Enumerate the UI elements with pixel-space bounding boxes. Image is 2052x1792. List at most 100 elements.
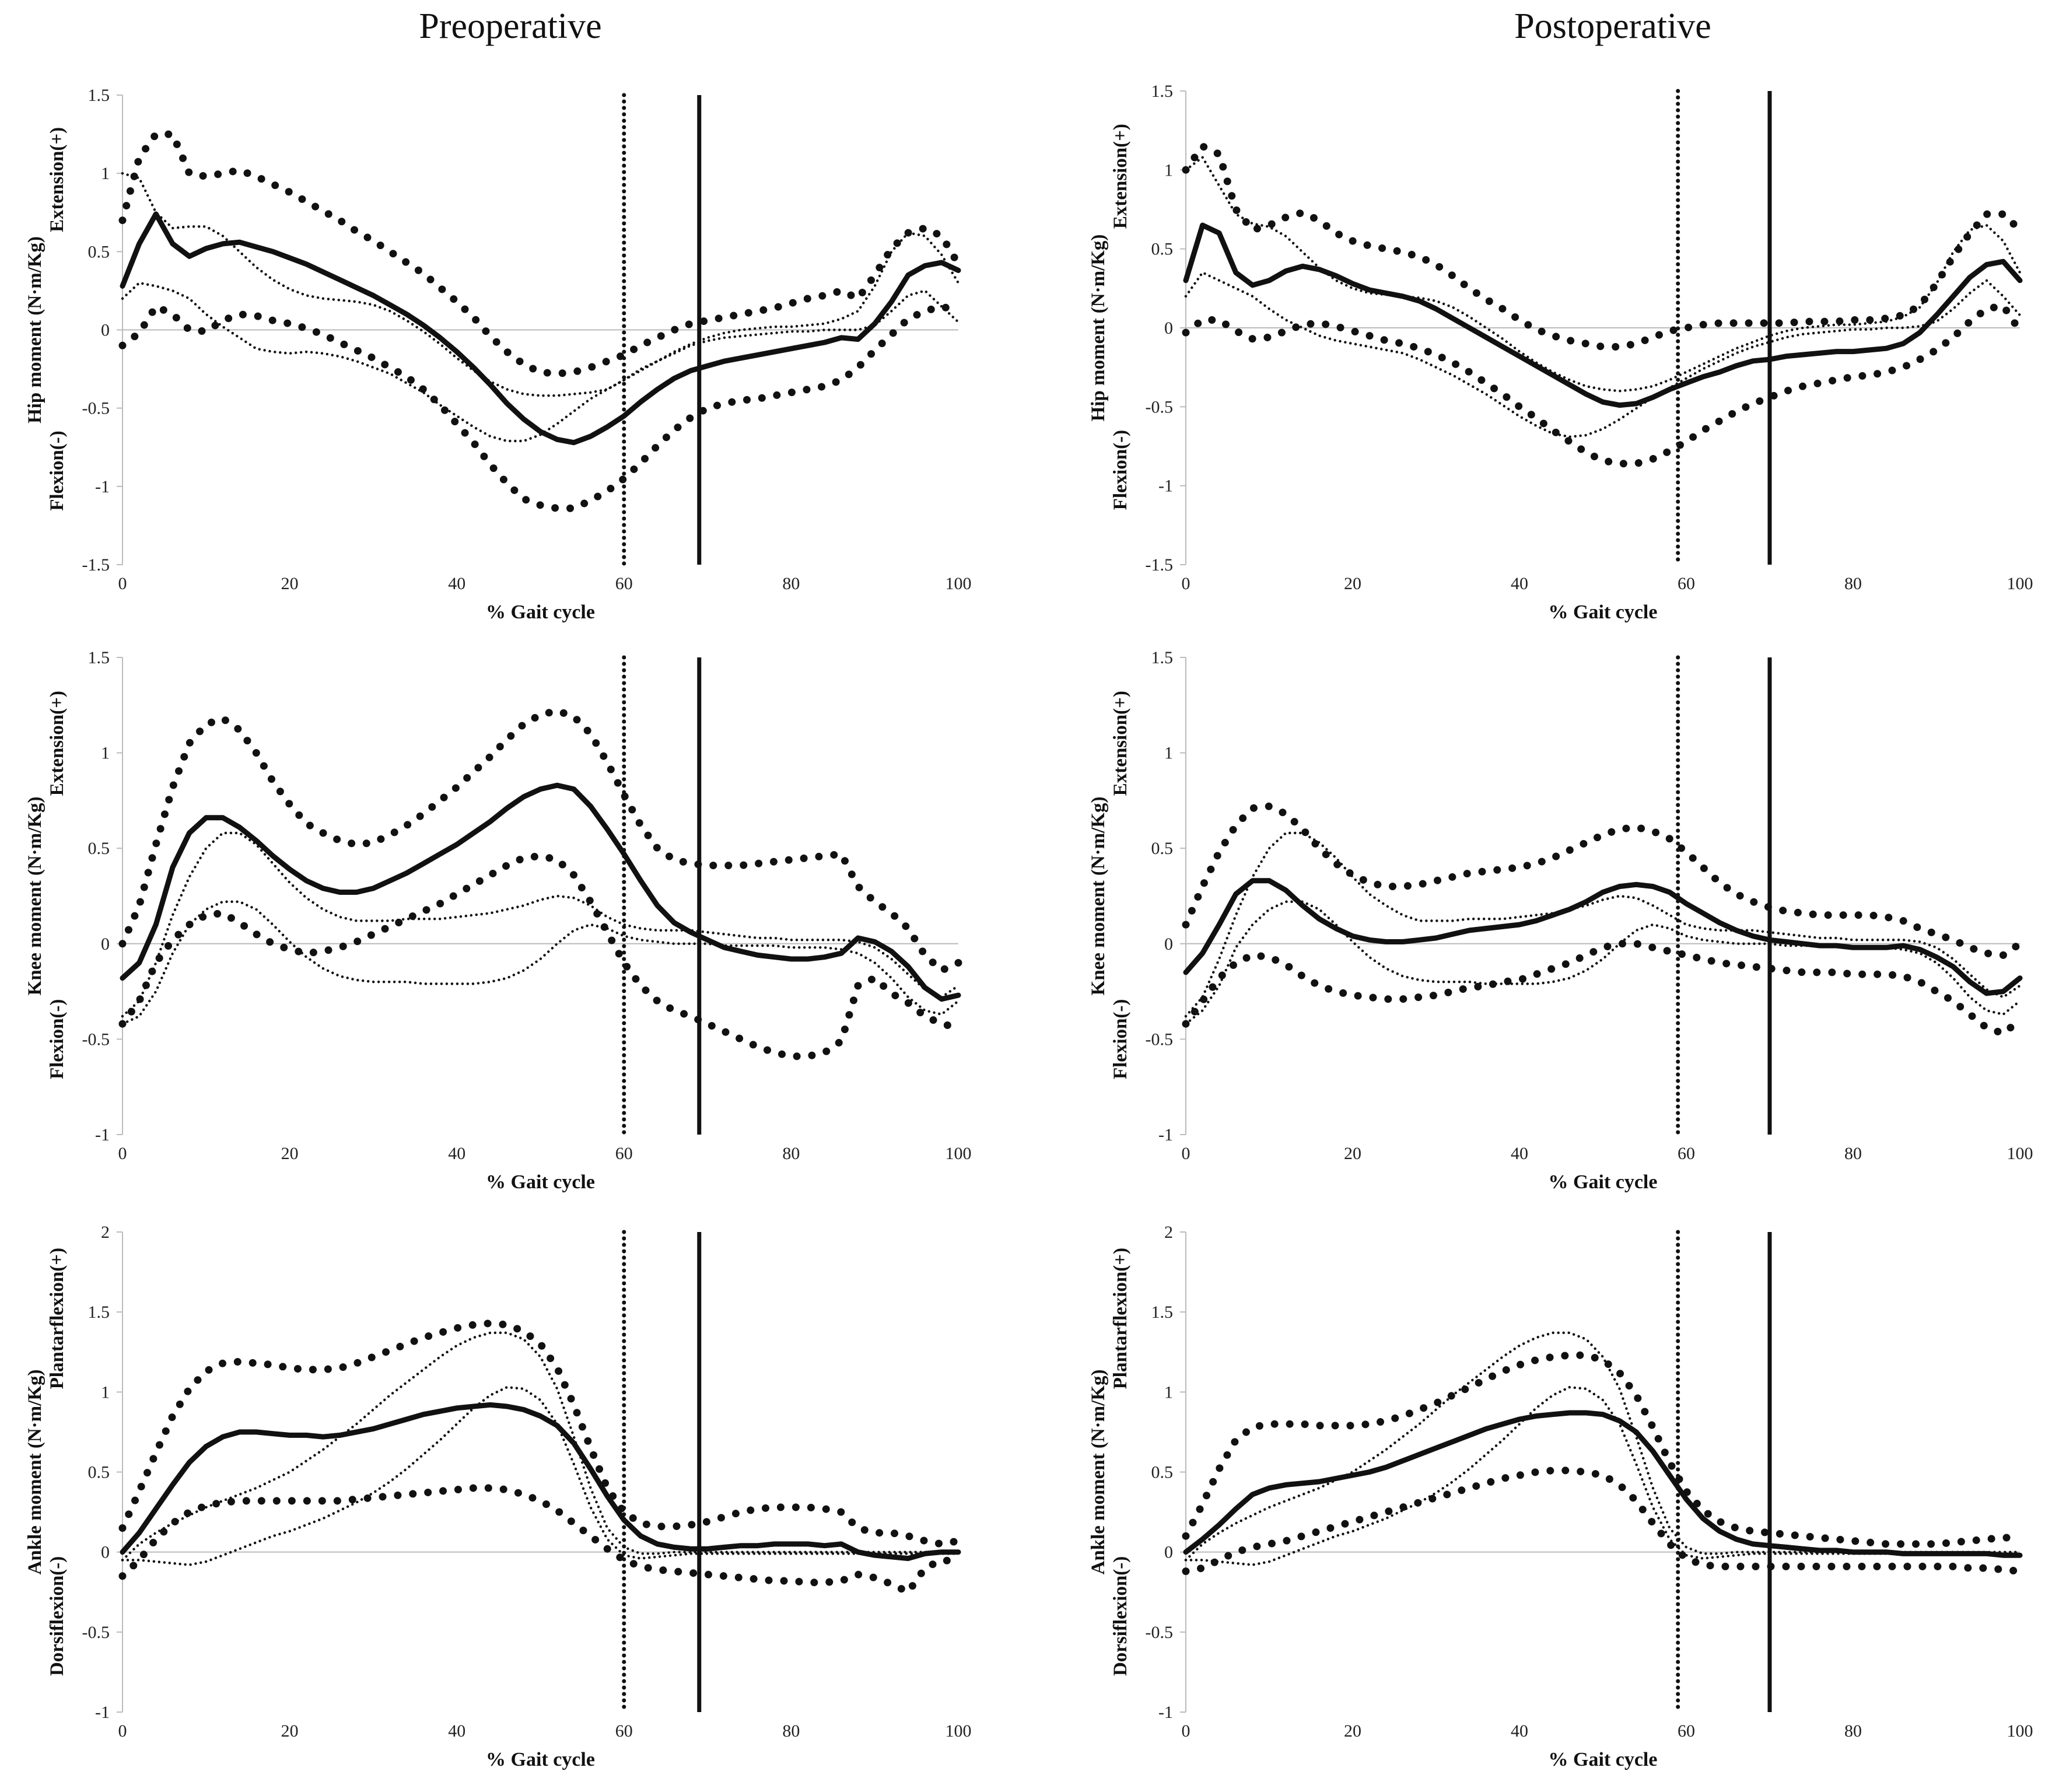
y-tick-label: 1 (1164, 744, 1173, 763)
y-axis-label: Ankle moment (N·m/Kg) (24, 1370, 45, 1575)
y-tick-label: 0 (101, 321, 110, 340)
y-tick-label: 1 (101, 744, 110, 763)
series-normal-sd (1184, 1331, 2022, 1562)
x-tick-label: 0 (1182, 1144, 1190, 1163)
x-tick-label: 80 (1844, 1721, 1862, 1741)
x-tick-label: 60 (615, 1721, 633, 1741)
x-tick-label: 80 (1844, 574, 1862, 593)
y-tick-label: -1 (95, 477, 110, 496)
x-tick-label: 20 (281, 574, 299, 593)
x-axis-label: % Gait cycle (1549, 1749, 1658, 1770)
y-axis-negative-label: Flexion(-) (1110, 999, 1131, 1079)
x-tick-label: 100 (946, 1144, 972, 1163)
x-axis-label: % Gait cycle (1549, 1171, 1658, 1193)
y-tick-label: -0.5 (1146, 1623, 1174, 1642)
y-tick-label: -1 (95, 1703, 110, 1722)
x-tick-label: 0 (118, 1144, 127, 1163)
y-axis-label: Knee moment (N·m/Kg) (24, 797, 45, 996)
x-tick-label: 0 (118, 574, 127, 593)
y-tick-label: 0.5 (1151, 839, 1174, 858)
x-tick-label: 100 (2007, 574, 2033, 593)
x-tick-label: 80 (782, 1144, 800, 1163)
y-axis-label: Hip moment (N·m/Kg) (1088, 235, 1109, 422)
y-tick-label: 0.5 (88, 839, 110, 858)
x-tick-label: 0 (1182, 574, 1190, 593)
series-normal-sd (121, 281, 960, 443)
y-axis-positive-label: Plantarflexion(+) (1110, 1248, 1131, 1389)
series-mean-sd (118, 302, 962, 512)
y-axis-positive-label: Extension(+) (1110, 691, 1131, 796)
series-normal-sd (121, 1331, 960, 1562)
y-tick-label: 1.5 (1151, 1303, 1174, 1322)
chart-ankle-preoperative: -1-0.500.511.520 20 40 60 80 100% Gait cycleA… (24, 1223, 972, 1770)
y-axis-negative-label: Dorsiflexion(-) (1110, 1556, 1131, 1676)
series-mean (1183, 1410, 2023, 1558)
x-tick-label: 20 (1344, 1144, 1361, 1163)
y-axis-positive-label: Extension(+) (1110, 124, 1131, 229)
series-normal-sd (121, 831, 960, 1018)
series-mean (120, 211, 961, 446)
series-mean-sd (118, 707, 962, 975)
y-axis-positive-label: Extension(+) (47, 127, 68, 232)
y-tick-label: -0.5 (82, 1030, 110, 1049)
x-tick-label: 100 (946, 574, 972, 593)
x-tick-label: 80 (1844, 1144, 1862, 1163)
x-tick-label: 0 (118, 1721, 127, 1741)
x-axis-label: % Gait cycle (486, 1749, 595, 1770)
y-tick-label: -0.5 (82, 1623, 110, 1642)
series-mean (120, 782, 961, 1002)
y-axis-negative-label: Flexion(-) (47, 430, 68, 510)
y-axis-negative-label: Flexion(-) (47, 999, 68, 1079)
x-tick-label: 60 (1678, 1144, 1695, 1163)
y-tick-label: 0.5 (88, 242, 110, 261)
y-tick-label: -0.5 (1146, 397, 1174, 416)
x-tick-label: 40 (448, 1721, 465, 1741)
y-axis-label: Knee moment (N·m/Kg) (1088, 797, 1109, 996)
x-tick-label: 0 (1182, 1721, 1190, 1741)
y-axis-negative-label: Dorsiflexion(-) (47, 1556, 68, 1676)
y-tick-label: -0.5 (82, 399, 110, 418)
y-tick-label: 0 (1164, 1543, 1173, 1562)
series-mean-sd (1182, 940, 2024, 1038)
y-axis-label: Ankle moment (N·m/Kg) (1088, 1370, 1109, 1575)
series-mean-sd (1182, 302, 2024, 468)
y-tick-label: 0 (1164, 935, 1173, 954)
y-tick-label: 1 (101, 164, 110, 183)
series-mean-sd (1182, 802, 2024, 959)
series-mean-sd (1182, 1466, 2024, 1576)
series-normal-sd (121, 172, 960, 397)
chart-ankle-postoperative: -1-0.500.511.520 20 40 60 80 100% Gait cycleA… (1088, 1223, 2033, 1770)
y-tick-label: -1.5 (82, 555, 110, 575)
y-tick-label: 0.5 (88, 1463, 110, 1482)
series-mean (1183, 222, 2023, 408)
series-mean-sd (1182, 142, 2024, 351)
y-tick-label: 0.5 (1151, 240, 1174, 259)
series-normal-sd (121, 900, 960, 1026)
series-mean-sd (118, 1484, 962, 1596)
y-tick-label: 1.5 (88, 1303, 110, 1322)
column-title-postoperative: Postoperative (1514, 6, 1711, 46)
x-tick-label: 40 (448, 574, 465, 593)
column-title-preoperative: Preoperative (419, 6, 602, 46)
x-tick-label: 100 (2007, 1721, 2033, 1741)
y-tick-label: 0 (101, 935, 110, 954)
y-tick-label: 1.5 (1151, 82, 1174, 101)
y-tick-label: 0 (101, 1543, 110, 1562)
y-axis-positive-label: Plantarflexion(+) (47, 1248, 68, 1389)
y-tick-label: 1.5 (1151, 648, 1174, 667)
x-tick-label: 40 (1511, 574, 1528, 593)
y-tick-label: -1 (1158, 1125, 1173, 1144)
x-tick-label: 60 (1678, 574, 1695, 593)
x-tick-label: 20 (281, 1721, 299, 1741)
y-tick-label: 0.5 (1151, 1463, 1174, 1482)
series-normal-sd (1184, 900, 2022, 1026)
y-tick-label: 1.5 (88, 86, 110, 105)
y-tick-label: -0.5 (1146, 1030, 1174, 1049)
x-tick-label: 40 (448, 1144, 465, 1163)
x-tick-label: 60 (615, 574, 633, 593)
series-mean-sd (118, 130, 962, 378)
series-normal-sd (1184, 156, 2022, 393)
x-tick-label: 40 (1511, 1144, 1528, 1163)
series-mean (120, 1402, 961, 1562)
series-normal-sd (1184, 271, 2022, 439)
